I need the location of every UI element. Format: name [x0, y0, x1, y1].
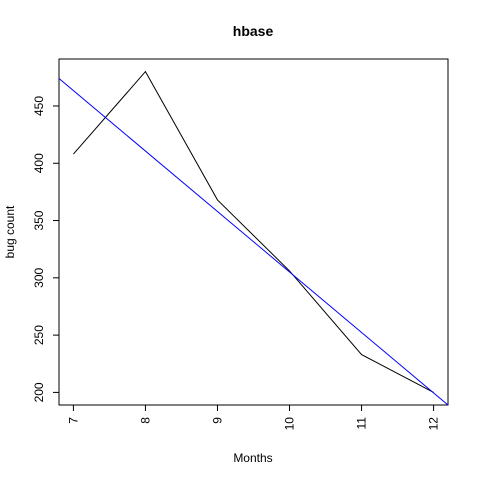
- y-tick-label: 200: [32, 382, 46, 402]
- x-tick-label: 7: [66, 417, 80, 424]
- y-tick-label: 350: [32, 210, 46, 230]
- y-tick-label: 400: [32, 153, 46, 173]
- x-tick-label: 11: [355, 417, 369, 430]
- y-tick-label: 250: [32, 325, 46, 345]
- x-tick-label: 12: [427, 417, 441, 431]
- x-tick-label: 10: [283, 417, 297, 431]
- trend-line: [58, 78, 449, 406]
- y-tick-label: 300: [32, 267, 46, 287]
- chart-title: hbase: [233, 23, 274, 39]
- y-tick-label: 450: [32, 96, 46, 116]
- axes-layer: 7 8 9 10 11 12 200 250 300 350 400 450: [32, 58, 449, 431]
- x-axis-label: Months: [233, 451, 272, 465]
- x-tick-label: 9: [210, 417, 224, 424]
- x-tick-label: 8: [138, 417, 152, 424]
- bug-count-series-line: [73, 70, 434, 393]
- plot-frame: [58, 58, 449, 406]
- series-layer: [58, 70, 449, 406]
- y-axis-label: bug count: [3, 205, 17, 258]
